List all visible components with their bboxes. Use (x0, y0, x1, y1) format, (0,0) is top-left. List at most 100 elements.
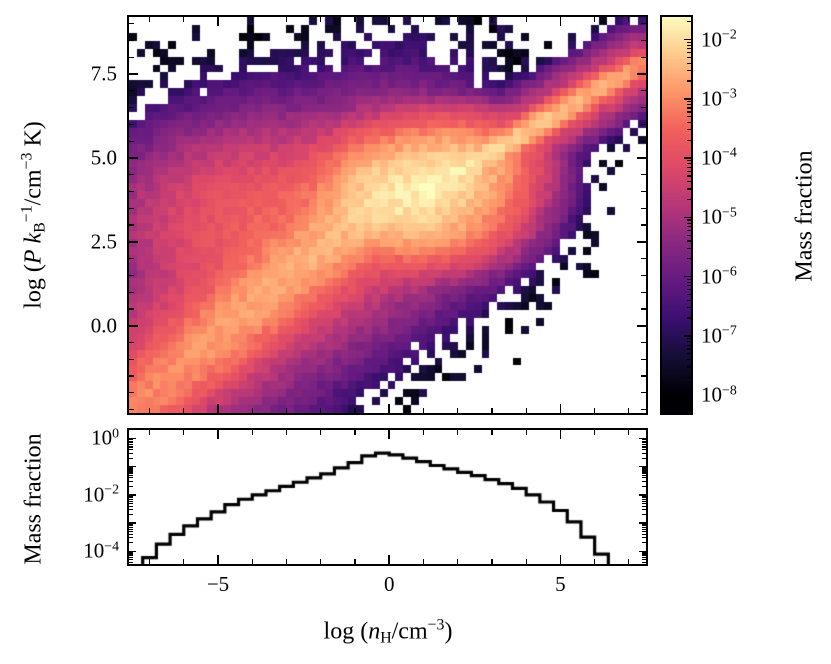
tick-mark (525, 430, 527, 435)
label-segment: ) (444, 618, 453, 645)
tick-mark (129, 523, 133, 525)
tick-mark (642, 525, 646, 527)
histogram-y-tick-label: 10−2 (83, 481, 119, 507)
tick-mark (183, 408, 185, 413)
tick-mark (642, 449, 646, 451)
tick-mark (129, 324, 138, 327)
tick-mark (642, 523, 646, 525)
tick-mark (129, 537, 133, 539)
tick-mark (129, 442, 133, 444)
tick-mark (129, 480, 133, 482)
tick-mark (422, 408, 425, 413)
tick-mark (642, 551, 646, 554)
tick-mark (217, 404, 219, 413)
tick-mark (687, 376, 691, 378)
tick-mark (320, 17, 322, 22)
tick-mark (641, 308, 646, 310)
tick-mark (687, 344, 691, 346)
label-segment (21, 243, 47, 249)
label-segment: n (368, 618, 381, 645)
tick-mark (628, 17, 630, 22)
tick-mark (129, 341, 134, 344)
tick-mark (594, 17, 596, 22)
tick-mark (285, 17, 288, 22)
tick-mark (628, 559, 630, 564)
tick-mark (129, 497, 133, 499)
tick-mark (642, 446, 646, 448)
tick-mark (687, 69, 691, 72)
tick-mark (687, 258, 691, 260)
tick-mark (129, 409, 134, 411)
tick-mark (525, 559, 527, 564)
tick-mark (687, 317, 691, 319)
tick-mark (687, 400, 691, 402)
tick-mark (687, 358, 691, 361)
tick-mark (129, 467, 133, 469)
tick-mark (594, 408, 596, 413)
tick-mark (684, 98, 691, 100)
label-segment: H (380, 629, 392, 647)
tick-mark (687, 403, 691, 405)
tick-mark (639, 437, 646, 440)
histogram-canvas (129, 430, 646, 564)
tick-mark (642, 474, 646, 476)
tick-mark (129, 446, 133, 448)
tick-mark (129, 375, 134, 377)
tick-mark (422, 559, 425, 564)
tick-mark (687, 240, 691, 242)
tick-mark (687, 222, 691, 224)
tick-mark (525, 17, 527, 22)
label-segment: log ( (323, 618, 369, 645)
tick-mark (637, 157, 646, 159)
tick-mark (639, 550, 646, 553)
2d-histogram-canvas (129, 17, 646, 413)
tick-mark (129, 551, 133, 554)
tick-mark (491, 559, 493, 564)
tick-mark (129, 449, 133, 451)
tick-mark (129, 468, 133, 470)
tick-mark (641, 341, 646, 344)
tick-mark (491, 17, 493, 22)
label-segment: −3 (18, 152, 36, 170)
tick-mark (642, 500, 646, 502)
tick-mark (684, 38, 691, 41)
tick-mark (642, 442, 646, 444)
tick-mark (129, 553, 133, 555)
tick-mark (457, 408, 459, 413)
tick-mark (559, 555, 562, 564)
tick-mark (129, 274, 134, 276)
tick-mark (641, 274, 646, 276)
label-segment: /cm (20, 169, 47, 206)
tick-mark (129, 107, 134, 109)
tick-mark (388, 17, 390, 26)
label-segment: −1 (18, 205, 36, 223)
tick-mark (642, 528, 646, 530)
tick-mark (687, 56, 691, 58)
label-segment: Mass fraction (791, 150, 818, 282)
tick-mark (637, 324, 646, 327)
x-tick-label: −5 (206, 572, 230, 596)
tick-mark (129, 291, 134, 293)
tick-mark (129, 358, 134, 360)
tick-mark (641, 107, 646, 109)
tick-mark (639, 522, 646, 524)
tick-mark (129, 495, 133, 497)
tick-mark (148, 430, 151, 435)
tick-mark (642, 555, 646, 557)
tick-mark (687, 44, 691, 46)
tick-mark (687, 103, 691, 106)
tick-mark (642, 553, 646, 555)
tick-mark (183, 430, 185, 435)
tick-mark (642, 472, 646, 474)
tick-mark (129, 174, 134, 176)
tick-mark (687, 116, 691, 118)
y-axis-label: log (P kB−1/cm−3 K) (18, 121, 49, 309)
tick-mark (641, 140, 646, 142)
tick-mark (320, 430, 322, 435)
tick-mark (642, 468, 646, 470)
label-segment: Mass fraction (20, 433, 47, 565)
tick-mark (639, 465, 646, 468)
tick-mark (684, 335, 691, 337)
tick-mark (457, 17, 459, 22)
